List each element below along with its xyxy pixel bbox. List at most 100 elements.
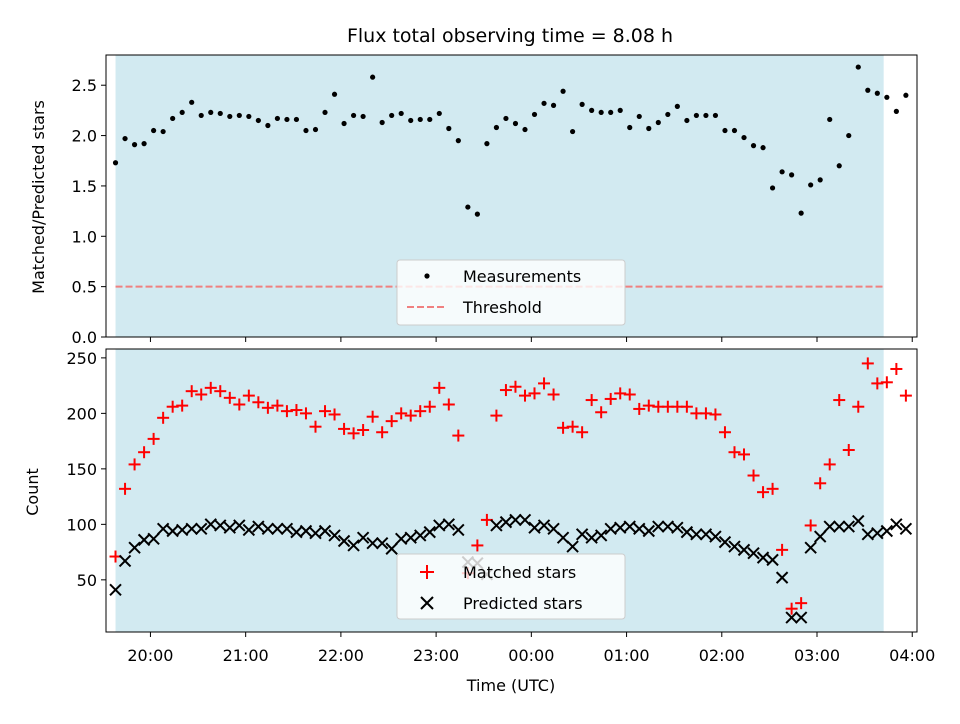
matched-star-point bbox=[804, 519, 817, 532]
measurement-point bbox=[293, 116, 300, 123]
measurement-point bbox=[408, 117, 414, 124]
matched-star-point bbox=[614, 387, 627, 400]
measurement-point bbox=[122, 135, 128, 142]
x-axis-label: Time (UTC) bbox=[466, 676, 555, 695]
predicted-star-point bbox=[261, 522, 275, 535]
chart-title: Flux total observing time = 8.08 h bbox=[347, 25, 673, 47]
measurement-point bbox=[255, 117, 261, 124]
predicted-star-point bbox=[280, 522, 294, 535]
matched-star-point bbox=[395, 407, 408, 420]
measurement-point bbox=[170, 115, 176, 122]
predicted-star-point bbox=[252, 520, 265, 533]
matched-star-point bbox=[595, 406, 608, 419]
predicted-star-point bbox=[128, 541, 141, 554]
measurement-point bbox=[141, 141, 147, 147]
measurement-point bbox=[579, 101, 585, 107]
predicted-star-point bbox=[537, 519, 551, 532]
predicted-star-point bbox=[852, 514, 865, 528]
top-axes: 0.0 0.5 1.0 1.5 2.0 2.5 bbox=[72, 54, 918, 347]
measurement-point bbox=[550, 102, 557, 108]
measurement-point bbox=[322, 109, 328, 116]
predicted-star-point bbox=[509, 513, 522, 527]
measurement-point bbox=[855, 64, 861, 70]
predicted-star-point bbox=[147, 532, 160, 545]
measurement-point bbox=[760, 145, 766, 151]
matched-star-point bbox=[557, 421, 570, 434]
predicted-star-point bbox=[737, 543, 751, 557]
measurement-point bbox=[446, 125, 452, 132]
measurement-point bbox=[331, 91, 338, 97]
bottom-axes-frame bbox=[105, 348, 918, 633]
measurement-point bbox=[893, 108, 899, 114]
matched-star-point bbox=[442, 398, 455, 411]
predicted-star-point bbox=[775, 571, 789, 584]
measurement-point bbox=[350, 112, 357, 119]
predicted-star-point bbox=[328, 529, 341, 542]
predicted-star-point bbox=[375, 537, 389, 550]
measurement-point bbox=[284, 116, 290, 123]
measurement-points bbox=[112, 64, 909, 217]
predicted-star-point bbox=[214, 519, 227, 532]
x-tick-label: 02:00 bbox=[699, 646, 745, 665]
measurement-point bbox=[465, 204, 471, 210]
matched-star-point bbox=[880, 376, 893, 389]
matched-star-point bbox=[709, 408, 722, 421]
measurement-point bbox=[769, 185, 776, 191]
measurement-point bbox=[360, 113, 366, 120]
matched-star-point bbox=[890, 362, 903, 375]
measurement-point bbox=[522, 126, 528, 133]
predicted-star-point bbox=[794, 611, 808, 624]
matched-star-point bbox=[128, 458, 141, 471]
matched-star-point bbox=[138, 446, 151, 459]
predicted-star-point bbox=[156, 522, 170, 535]
matched-star-point bbox=[623, 388, 636, 401]
measurement-point bbox=[151, 127, 157, 134]
bottom-y-tick-label: 200 bbox=[66, 404, 97, 423]
matched-star-point bbox=[633, 402, 646, 415]
bottom-y-tick-label: 250 bbox=[66, 349, 97, 368]
matched-star-point bbox=[214, 385, 227, 398]
matched-star-point bbox=[518, 389, 531, 402]
predicted-star-point bbox=[671, 521, 684, 534]
measurement-point bbox=[789, 172, 795, 178]
predicted-star-point bbox=[747, 546, 760, 560]
measurement-point bbox=[512, 120, 519, 127]
matched-star-point bbox=[852, 400, 865, 413]
matched-star-point bbox=[642, 399, 655, 412]
measurement-point bbox=[703, 112, 709, 119]
measurement-point bbox=[379, 119, 385, 126]
measurement-point bbox=[236, 112, 242, 119]
matched-star-point bbox=[309, 420, 322, 433]
measurement-point bbox=[693, 112, 699, 119]
matched-star-point bbox=[747, 469, 760, 482]
measurement-point bbox=[198, 112, 204, 119]
predicted-star-point bbox=[813, 530, 827, 543]
measurement-point bbox=[627, 124, 633, 131]
measurement-point bbox=[665, 111, 671, 118]
legend-threshold-label: Threshold bbox=[462, 298, 542, 317]
matched-star-point bbox=[147, 432, 160, 445]
count-points bbox=[109, 357, 913, 624]
matched-star-point bbox=[899, 389, 912, 402]
measurement-point bbox=[427, 116, 433, 123]
matched-star-point bbox=[271, 399, 284, 412]
predicted-star-point bbox=[566, 540, 579, 553]
measurement-point bbox=[493, 124, 500, 131]
bottom-y-tick-label: 50 bbox=[77, 571, 97, 590]
matched-star-point bbox=[509, 380, 522, 393]
top-y-tick-label: 0.0 bbox=[72, 328, 97, 347]
measurement-point bbox=[474, 211, 480, 217]
measurement-point bbox=[227, 113, 233, 120]
matched-star-point bbox=[290, 404, 303, 417]
measurement-point bbox=[341, 120, 347, 127]
x-tick-label: 01:00 bbox=[604, 646, 650, 665]
measurement-point bbox=[246, 113, 252, 120]
matched-star-point bbox=[680, 400, 693, 413]
measurement-point bbox=[389, 112, 395, 119]
measurement-point bbox=[674, 103, 680, 109]
legend-measurements-label: Measurements bbox=[463, 267, 581, 286]
top-y-tick-label: 0.5 bbox=[72, 278, 97, 297]
bottom-legend-frame bbox=[396, 553, 626, 620]
predicted-star-point bbox=[347, 539, 360, 552]
